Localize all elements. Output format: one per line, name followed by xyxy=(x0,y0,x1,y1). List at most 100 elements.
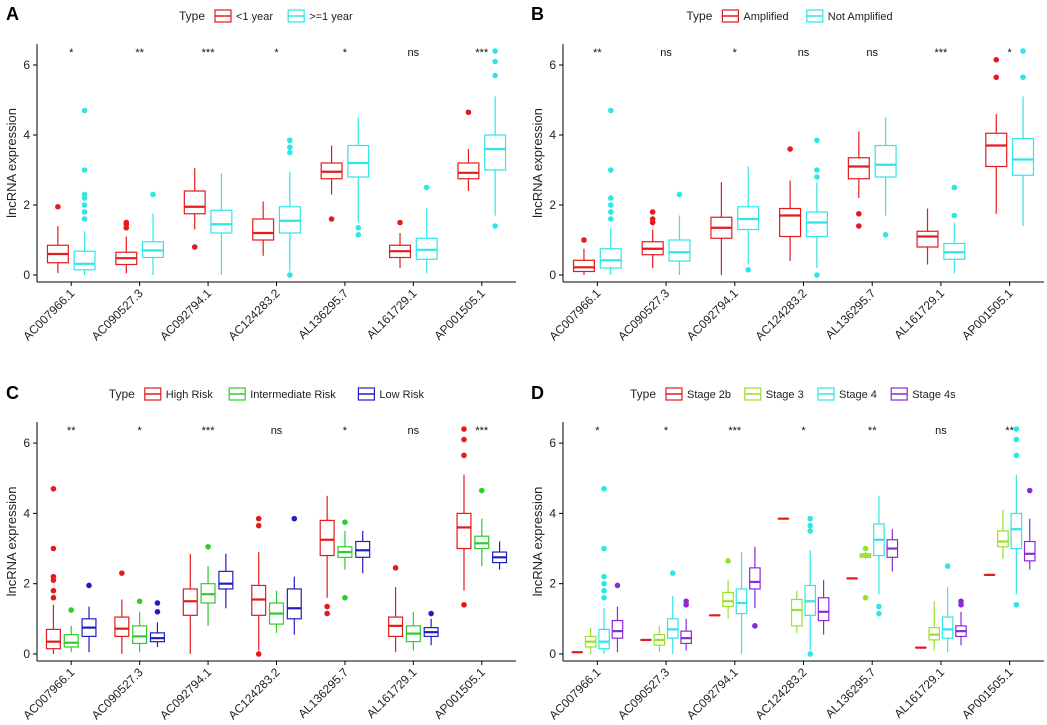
legend: Type Amplified Not Amplified xyxy=(686,9,892,23)
outlier-point xyxy=(355,224,362,231)
box--1-year xyxy=(46,203,69,274)
box-not-amplified xyxy=(943,184,966,274)
box-stage-3 xyxy=(859,545,872,601)
significance-label: *** xyxy=(728,425,742,437)
x-tick-label: AP001505.1 xyxy=(959,665,1016,722)
box-high-risk xyxy=(45,485,61,654)
outlier-point xyxy=(492,72,498,79)
box-iqr xyxy=(45,628,61,650)
box-iqr xyxy=(598,628,610,650)
box-iqr xyxy=(183,190,206,215)
box-stage-4 xyxy=(804,515,817,657)
box-iqr xyxy=(114,616,130,637)
box-intermediate-risk xyxy=(268,590,285,633)
box-not-amplified xyxy=(874,117,897,238)
box-stage-4s xyxy=(749,546,761,629)
box-amplified xyxy=(847,131,870,229)
panel-letter: C xyxy=(6,383,19,403)
outlier-point xyxy=(255,522,262,529)
outlier-point xyxy=(328,216,335,222)
outlier-point xyxy=(601,485,607,492)
box-stage-4s xyxy=(611,582,624,653)
box--1-year xyxy=(210,173,233,275)
box-not-amplified xyxy=(805,137,828,278)
box-iqr xyxy=(456,512,472,550)
y-axis-title: lncRNA expression xyxy=(4,487,19,597)
y-tick-label: 2 xyxy=(549,198,556,212)
legend-key xyxy=(228,387,246,401)
legend-entry-label: >=1 year xyxy=(309,11,353,23)
outlier-point xyxy=(492,223,498,229)
significance-label: * xyxy=(1008,47,1013,59)
outlier-point xyxy=(428,610,434,617)
box-low-risk xyxy=(81,582,97,653)
box-iqr xyxy=(668,239,691,262)
outlier-point xyxy=(50,587,57,594)
outlier-point xyxy=(601,573,607,580)
outlier-point xyxy=(993,74,1000,81)
box-iqr xyxy=(874,144,897,178)
box-iqr xyxy=(319,519,335,557)
x-tick-label: AL136295.7 xyxy=(295,665,351,721)
outlier-point xyxy=(601,587,607,594)
y-tick-label: 6 xyxy=(549,58,556,72)
y-tick-label: 4 xyxy=(23,506,30,520)
x-tick-label: AC124283.2 xyxy=(753,286,810,343)
box-amplified xyxy=(916,208,939,265)
significance-label: ** xyxy=(593,47,602,59)
box--1-year xyxy=(484,48,507,229)
outlier-point xyxy=(81,202,88,208)
panel-b: B Type Amplified Not Amplified 0 2 4 6 lncRNA ex… xyxy=(530,4,1044,343)
box-iqr xyxy=(1011,137,1035,176)
box-intermediate-risk xyxy=(200,543,216,626)
panel-a: A Type <1 year >=1 year 0 2 4 6 lncRNA expressio… xyxy=(4,4,516,343)
box-stage-3 xyxy=(928,601,941,651)
box-stage-4s xyxy=(817,580,830,635)
outlier-point xyxy=(355,231,362,238)
legend-key xyxy=(817,387,835,401)
outlier-point xyxy=(397,219,403,226)
box-iqr xyxy=(572,259,596,273)
y-tick-label: 0 xyxy=(549,647,556,661)
outlier-point xyxy=(814,167,820,173)
outlier-point xyxy=(492,48,498,54)
y-axis-title: lncRNA expression xyxy=(530,108,545,218)
x-tick-label: AC007966.1 xyxy=(546,286,603,343)
box-stage-4 xyxy=(1010,426,1023,608)
outlier-point xyxy=(856,223,862,229)
x-tick-label: AC090527.3 xyxy=(615,665,672,722)
outlier-point xyxy=(81,209,88,215)
outlier-point xyxy=(649,216,656,222)
legend-entry-label: <1 year xyxy=(236,11,273,23)
significance-label: ** xyxy=(1005,425,1014,437)
box-iqr xyxy=(735,588,748,615)
outlier-point xyxy=(683,598,689,605)
box-amplified xyxy=(641,209,664,268)
outlier-point xyxy=(392,565,399,571)
x-tick-label: AL161729.1 xyxy=(891,286,947,342)
outlier-point xyxy=(1013,601,1020,608)
legend-key xyxy=(665,387,683,401)
x-tick-label: AL161729.1 xyxy=(891,665,947,721)
box--1-year xyxy=(389,219,412,268)
significance-label: ns xyxy=(408,425,420,437)
outlier-point xyxy=(81,167,88,173)
box-iqr xyxy=(1023,540,1036,562)
outlier-point xyxy=(814,137,820,144)
box-iqr xyxy=(457,162,480,180)
outlier-point xyxy=(324,603,330,610)
panel-letter: A xyxy=(6,4,19,24)
box-high-risk xyxy=(182,553,198,654)
significance-label: * xyxy=(664,425,669,437)
legend-key xyxy=(144,387,162,401)
box-iqr xyxy=(599,248,622,269)
outlier-point xyxy=(423,184,430,191)
box-iqr xyxy=(252,218,275,241)
significance-label: *** xyxy=(202,47,216,59)
box-high-risk xyxy=(251,515,267,657)
legend-title: Type xyxy=(686,9,712,23)
box-iqr xyxy=(73,250,96,271)
outlier-point xyxy=(1026,487,1033,494)
box-stage-4 xyxy=(598,485,610,654)
box-iqr xyxy=(941,616,954,639)
